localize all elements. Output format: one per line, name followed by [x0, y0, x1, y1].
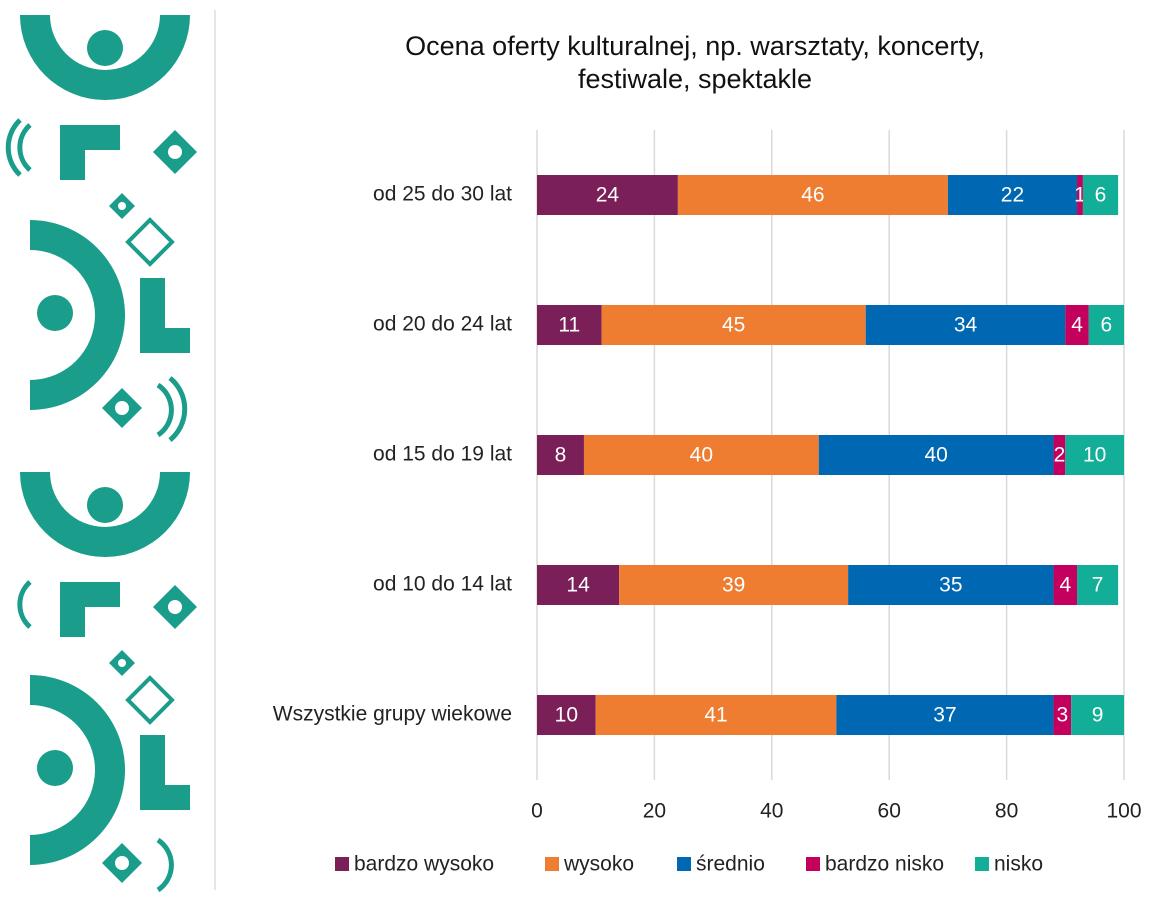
- data-label: 10: [555, 704, 578, 727]
- data-label: 40: [690, 444, 713, 467]
- chart-title: Ocena oferty kulturalnej, np. warsztaty,…: [405, 31, 985, 94]
- bar-segment: [677, 175, 948, 215]
- x-tick-label: 100: [1106, 800, 1141, 823]
- x-tick-label: 20: [643, 800, 666, 823]
- x-tick-label: 0: [531, 800, 543, 823]
- legend-label: nisko: [994, 853, 1043, 876]
- data-label: 8: [555, 444, 567, 467]
- bar-segment: [601, 305, 866, 345]
- bar-segment: [537, 305, 602, 345]
- bar-segment: [1053, 695, 1072, 735]
- bar-segment: [537, 695, 596, 735]
- data-label: 34: [954, 314, 978, 337]
- y-tick-label: od 10 do 14 lat: [373, 573, 512, 596]
- legend-swatch: [975, 857, 989, 871]
- bar-segment: [595, 695, 837, 735]
- legend-swatch: [545, 857, 559, 871]
- data-label: 40: [924, 444, 947, 467]
- bar-segment: [1065, 305, 1089, 345]
- y-tick-label: od 20 do 24 lat: [373, 313, 512, 336]
- x-tick-label: 80: [995, 800, 1018, 823]
- data-label: 35: [939, 574, 962, 597]
- legend-swatch: [677, 857, 691, 871]
- data-label: 6: [1095, 184, 1107, 207]
- data-label: 39: [722, 574, 745, 597]
- bar-segment: [947, 175, 1078, 215]
- y-tick-label: Wszystkie grupy wiekowe: [273, 703, 512, 726]
- y-tick-label: od 15 do 19 lat: [373, 443, 512, 466]
- data-label: 4: [1071, 314, 1083, 337]
- data-label: 6: [1101, 314, 1113, 337]
- legend-swatch: [806, 857, 820, 871]
- bar-segment: [1053, 435, 1066, 475]
- data-label: 9: [1092, 704, 1104, 727]
- x-tick-label: 60: [878, 800, 901, 823]
- y-tick-label: od 25 do 30 lat: [373, 183, 512, 206]
- bar-segment: [1077, 175, 1083, 215]
- data-label: 46: [801, 184, 824, 207]
- data-label: 41: [704, 704, 727, 727]
- legend-label: bardzo wysoko: [354, 853, 494, 876]
- decoration: [5, 15, 197, 893]
- data-label: 2: [1054, 444, 1066, 467]
- data-label: 4: [1059, 574, 1071, 597]
- legend-swatch: [335, 857, 349, 871]
- legend-label: wysoko: [563, 853, 634, 876]
- bar-segment: [1082, 175, 1119, 215]
- bar-segment: [1071, 695, 1124, 735]
- data-label: 45: [722, 314, 745, 337]
- data-label: 11: [558, 314, 580, 337]
- bar-segment: [848, 565, 1054, 605]
- data-label: 10: [1083, 444, 1106, 467]
- data-label: 3: [1057, 704, 1069, 727]
- x-tick-label: 40: [760, 800, 783, 823]
- bar-segment: [537, 435, 584, 475]
- bar-segment: [865, 305, 1066, 345]
- bar-segment: [583, 435, 819, 475]
- bar-segment: [836, 695, 1054, 735]
- data-label: 22: [1001, 184, 1024, 207]
- bar-segment: [818, 435, 1054, 475]
- data-label: 1: [1074, 184, 1086, 207]
- legend-label: bardzo nisko: [825, 853, 944, 876]
- data-label: 37: [933, 704, 956, 727]
- bar-segment: [1053, 565, 1078, 605]
- data-label: 7: [1092, 574, 1104, 597]
- bar-segment: [1088, 305, 1124, 345]
- bar-segment: [1065, 435, 1124, 475]
- bar-segment: [537, 565, 620, 605]
- data-label: 14: [566, 574, 590, 597]
- bar-segment: [1077, 565, 1119, 605]
- bar-segment: [619, 565, 849, 605]
- data-label: 24: [596, 184, 620, 207]
- legend-label: średnio: [696, 853, 765, 876]
- bar-segment: [537, 175, 678, 215]
